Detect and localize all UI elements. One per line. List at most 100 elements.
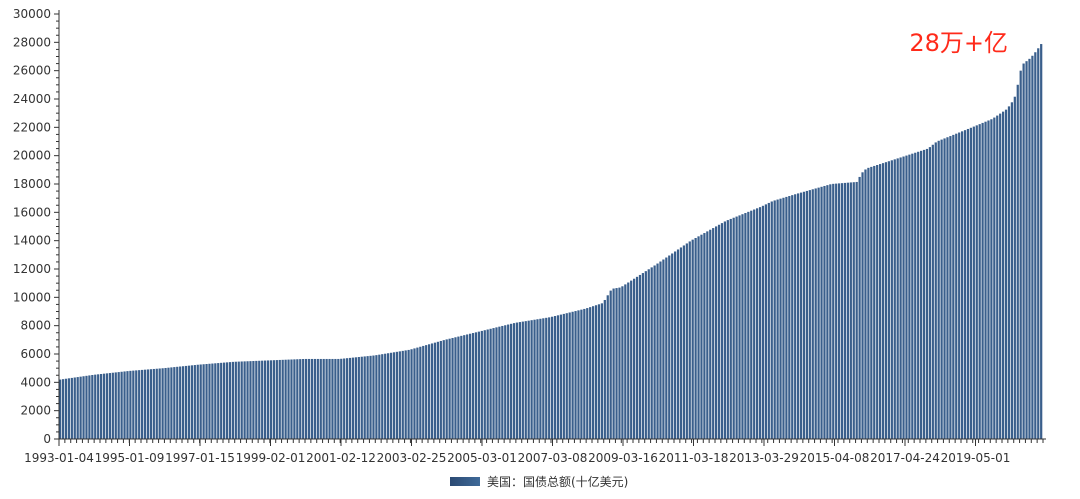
bar	[577, 310, 580, 439]
bar	[129, 370, 132, 439]
bar	[750, 210, 753, 439]
bar	[454, 337, 457, 439]
bar	[217, 363, 220, 439]
bar	[928, 147, 932, 440]
bar	[747, 211, 750, 439]
bar	[952, 134, 955, 439]
bar	[143, 369, 147, 439]
bar	[187, 365, 191, 439]
bar	[1019, 70, 1022, 440]
bar	[685, 243, 688, 439]
bar	[820, 186, 823, 439]
bar	[717, 224, 721, 439]
bar	[612, 288, 615, 439]
bar	[676, 249, 680, 439]
bar	[369, 355, 372, 439]
bar	[401, 350, 404, 439]
bar	[100, 373, 103, 439]
bar	[594, 305, 598, 439]
bar	[668, 255, 671, 439]
bar	[665, 257, 668, 439]
bar	[307, 358, 311, 439]
bar	[313, 358, 317, 439]
bar	[111, 372, 114, 439]
bar	[770, 201, 773, 439]
bar	[135, 370, 138, 439]
bar	[161, 368, 164, 439]
bar	[70, 377, 73, 439]
bar	[902, 156, 905, 439]
bar	[199, 364, 202, 439]
bar	[955, 133, 958, 439]
bar	[512, 323, 516, 439]
bar	[193, 365, 196, 439]
bar	[237, 361, 240, 439]
bar	[691, 239, 694, 439]
bar	[794, 194, 797, 439]
x-tick-label: 2005-03-01	[447, 451, 517, 465]
bar	[404, 350, 407, 439]
bar	[357, 357, 360, 439]
bar	[559, 314, 563, 439]
bar	[477, 331, 481, 439]
bar	[264, 360, 267, 439]
bar	[132, 370, 135, 439]
axes: 0 2000 4000 6000 8000 10000 12000 14000 16000 180…	[13, 7, 1046, 465]
bar	[530, 320, 533, 439]
bar	[331, 358, 334, 439]
x-tick-label: 2019-05-01	[941, 451, 1011, 465]
bar	[867, 167, 870, 439]
bar	[258, 360, 261, 439]
y-tick-label: 28000	[13, 35, 51, 49]
bar	[246, 361, 249, 439]
bar	[823, 185, 826, 439]
bar	[164, 367, 167, 439]
bar	[149, 369, 153, 439]
bar	[428, 344, 431, 439]
bar	[920, 150, 923, 439]
bar	[392, 352, 396, 439]
bar	[1002, 111, 1005, 439]
bar	[351, 357, 355, 439]
bar	[949, 136, 952, 439]
legend[interactable]: 美国：国债总额(十亿美元)	[450, 472, 628, 490]
bar	[697, 236, 700, 439]
bar	[791, 195, 794, 439]
bar	[536, 319, 539, 439]
bar	[460, 335, 463, 439]
bar	[624, 284, 627, 439]
bar	[448, 338, 451, 439]
bar	[173, 367, 176, 439]
bar	[879, 164, 882, 439]
bar	[126, 371, 129, 439]
bar	[146, 369, 150, 439]
bar	[615, 288, 618, 439]
x-tick-label: 2011-03-18	[659, 451, 729, 465]
bar	[182, 366, 185, 439]
x-tick-label: 2017-04-24	[870, 451, 940, 465]
bar	[975, 125, 978, 440]
bar	[545, 317, 548, 439]
bar	[208, 363, 211, 439]
bar	[433, 342, 437, 439]
bar	[814, 188, 817, 439]
bar	[471, 333, 475, 439]
bar	[498, 326, 501, 439]
bar	[852, 182, 855, 439]
bar	[59, 379, 62, 439]
bar	[343, 358, 346, 439]
bar	[141, 369, 144, 439]
bar	[999, 113, 1002, 440]
bar	[715, 226, 718, 439]
bar	[817, 187, 820, 439]
bar	[562, 313, 565, 439]
bar	[835, 183, 838, 439]
bar	[641, 273, 645, 439]
bar	[723, 221, 727, 439]
bar	[884, 162, 888, 440]
bar	[348, 357, 352, 439]
bar	[802, 191, 806, 439]
bar	[360, 356, 363, 439]
bar	[205, 364, 208, 439]
